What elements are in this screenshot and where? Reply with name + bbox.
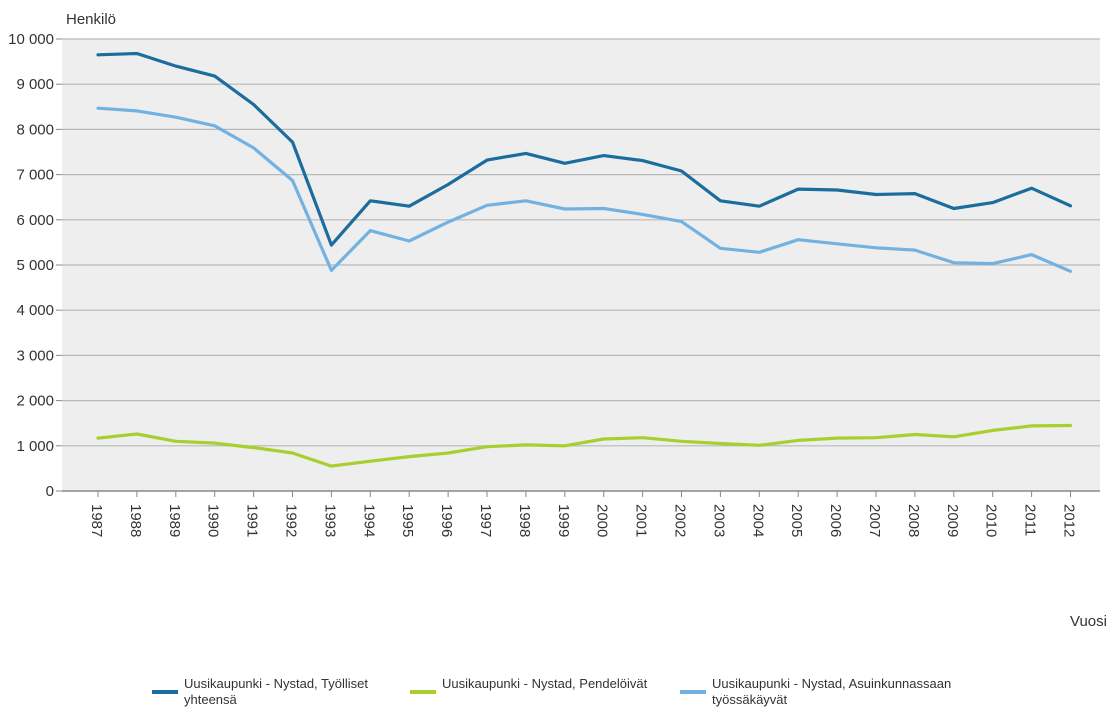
series-line-1	[96, 51, 1073, 247]
y-axis-title: Henkilö	[66, 11, 116, 28]
series-line-2	[96, 423, 1073, 468]
x-tick-label: 1999	[555, 504, 572, 537]
x-tick-label: 1991	[244, 504, 261, 537]
legend-label-3: Uusikaupunki - Nystad, Asuinkunnassaan ty…	[712, 676, 951, 707]
y-tick-label: 6 000	[16, 212, 54, 229]
x-tick-label: 1998	[516, 504, 533, 537]
legend-label-1: Uusikaupunki - Nystad, Työlliset yhteensä	[184, 676, 368, 707]
y-tick-label: 4 000	[16, 302, 54, 319]
x-tick-label: 2011	[1022, 504, 1039, 536]
y-tick-label: 7 000	[16, 167, 54, 184]
y-tick-label: 3 000	[16, 347, 54, 364]
x-axis-ticks: 1987 1988 1989 1990 1991 1992 1993 1994 1995 1996…	[88, 491, 1078, 537]
x-tick-label: 2003	[710, 504, 727, 537]
x-tick-label: 2005	[788, 504, 805, 537]
x-tick-label: 1997	[477, 504, 494, 537]
y-tick-label: 9 000	[16, 76, 54, 93]
x-tick-label: 2010	[983, 504, 1000, 537]
y-tick-label: 0	[46, 483, 54, 500]
legend-label-line: yhteensä	[184, 692, 238, 707]
y-tick-label: 2 000	[16, 393, 54, 410]
x-tick-label: 2000	[594, 504, 611, 537]
legend-label-line: Uusikaupunki - Nystad, Asuinkunnassaan	[712, 676, 951, 691]
x-tick-label: 1995	[399, 504, 416, 537]
x-tick-label: 1990	[205, 504, 222, 537]
x-axis-title: Vuosi	[1070, 613, 1107, 630]
gridlines	[62, 38, 1100, 447]
x-tick-label: 1992	[283, 504, 300, 537]
x-tick-label: 1996	[438, 504, 455, 537]
series-lines	[96, 51, 1073, 468]
x-tick-label: 1994	[360, 504, 377, 537]
y-axis-ticks: 0 1 000 2 000 3 000 4 000 5 000 6 000 7 000 8 00…	[8, 31, 62, 500]
x-tick-label: 2008	[905, 504, 922, 537]
x-tick-label: 1993	[321, 504, 338, 537]
series-line-3	[96, 106, 1073, 273]
x-tick-label: 1987	[88, 504, 105, 537]
legend-label-2: Uusikaupunki - Nystad, Pendelöivät	[442, 676, 648, 691]
x-tick-label: 2002	[672, 504, 689, 537]
x-tick-label: 2009	[944, 504, 961, 537]
x-tick-label: 1989	[166, 504, 183, 537]
x-tick-label: 2006	[827, 504, 844, 537]
x-tick-label: 2007	[866, 504, 883, 537]
legend-label-line: Uusikaupunki - Nystad, Työlliset	[184, 676, 368, 691]
x-tick-label: 2001	[633, 504, 650, 537]
legend: Uusikaupunki - Nystad, Työlliset yhteensä…	[152, 676, 951, 707]
legend-label-line: Uusikaupunki - Nystad, Pendelöivät	[442, 676, 648, 691]
x-tick-label: 1988	[127, 504, 144, 537]
x-tick-label: 2012	[1061, 504, 1078, 537]
x-tick-label: 2004	[749, 504, 766, 537]
y-tick-label: 5 000	[16, 257, 54, 274]
y-tick-label: 1 000	[16, 438, 54, 455]
legend-label-line: työssäkäyvät	[712, 692, 788, 707]
y-tick-label: 10 000	[8, 31, 54, 48]
y-tick-label: 8 000	[16, 121, 54, 138]
